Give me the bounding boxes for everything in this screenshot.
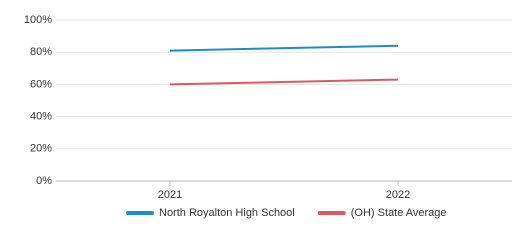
x-tick-label: 2022 bbox=[386, 189, 410, 201]
data-line bbox=[169, 44, 399, 52]
y-tick-label: 0% bbox=[36, 175, 52, 187]
y-tick-label: 20% bbox=[30, 143, 52, 155]
y-tick-label: 60% bbox=[30, 78, 52, 90]
y-tick-label: 80% bbox=[30, 46, 52, 58]
data-line bbox=[169, 78, 399, 86]
y-tick-label: 100% bbox=[24, 14, 52, 26]
x-tick-label: 2021 bbox=[158, 189, 182, 201]
legend-label: (OH) State Average bbox=[351, 207, 447, 219]
y-tick-label: 40% bbox=[30, 111, 52, 123]
legend-label: North Royalton High School bbox=[159, 207, 295, 219]
chart: 0% 20% 40% 60% 80% 100% 2021 2022 North Royalton… bbox=[24, 14, 512, 219]
